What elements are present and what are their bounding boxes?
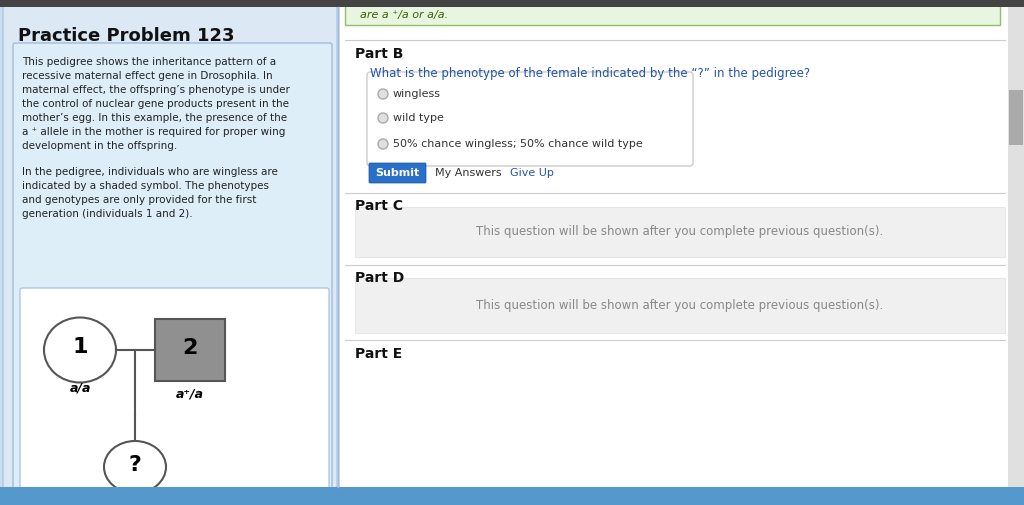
FancyBboxPatch shape <box>20 288 329 492</box>
Text: 1: 1 <box>73 337 88 357</box>
Text: a⁺/a: a⁺/a <box>176 387 204 400</box>
Bar <box>0 487 1024 505</box>
Text: Part B: Part B <box>355 47 403 61</box>
Ellipse shape <box>44 318 116 382</box>
Text: This question will be shown after you complete previous question(s).: This question will be shown after you co… <box>476 226 884 238</box>
Text: ?: ? <box>129 455 141 475</box>
Text: are a ⁺/a or a/a.: are a ⁺/a or a/a. <box>360 10 449 20</box>
FancyBboxPatch shape <box>3 6 337 502</box>
FancyBboxPatch shape <box>369 163 426 183</box>
Text: This pedigree shows the inheritance pattern of a
recessive maternal effect gene : This pedigree shows the inheritance patt… <box>22 57 290 151</box>
Text: 2: 2 <box>182 338 198 358</box>
FancyBboxPatch shape <box>367 72 693 166</box>
Text: Give Up: Give Up <box>510 168 554 178</box>
Text: This question will be shown after you complete previous question(s).: This question will be shown after you co… <box>476 299 884 313</box>
Bar <box>340 0 1008 487</box>
Bar <box>355 207 1005 257</box>
Bar <box>1008 0 1024 487</box>
Text: wild type: wild type <box>393 113 443 123</box>
Text: What is the phenotype of the female indicated by the “?” in the pedigree?: What is the phenotype of the female indi… <box>370 67 810 80</box>
Text: Part D: Part D <box>355 271 404 285</box>
Text: My Answers: My Answers <box>435 168 502 178</box>
Circle shape <box>378 89 388 99</box>
Bar <box>1009 90 1023 145</box>
Text: Submit: Submit <box>375 168 419 178</box>
FancyBboxPatch shape <box>345 5 1000 25</box>
Circle shape <box>378 113 388 123</box>
Text: wingless: wingless <box>393 89 441 99</box>
Text: a/a: a/a <box>70 381 91 394</box>
Circle shape <box>378 139 388 149</box>
Bar <box>0 0 1024 7</box>
Text: Practice Problem 123: Practice Problem 123 <box>18 27 234 45</box>
Text: Part C: Part C <box>355 199 403 213</box>
Text: Part E: Part E <box>355 347 402 361</box>
Ellipse shape <box>104 441 166 493</box>
Bar <box>155 319 225 381</box>
Bar <box>355 278 1005 333</box>
FancyBboxPatch shape <box>13 43 332 492</box>
Text: 50% chance wingless; 50% chance wild type: 50% chance wingless; 50% chance wild typ… <box>393 139 643 149</box>
Text: In the pedigree, individuals who are wingless are
indicated by a shaded symbol. : In the pedigree, individuals who are win… <box>22 167 278 219</box>
